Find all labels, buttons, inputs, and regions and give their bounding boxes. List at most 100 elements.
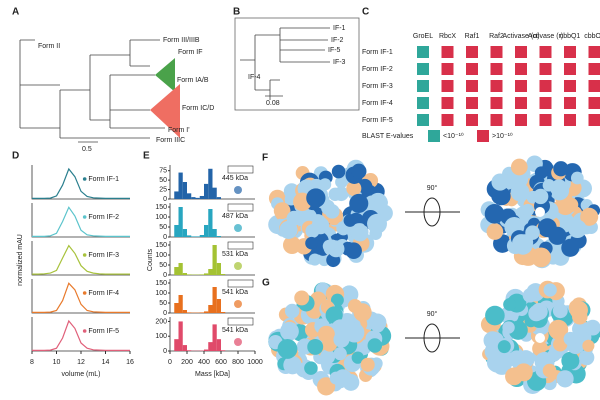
y-tick-label: 50 — [159, 300, 167, 307]
hist-bar — [208, 269, 213, 275]
atom-cluster — [283, 183, 300, 200]
atom-cluster — [367, 213, 387, 234]
hist-bar — [187, 312, 192, 313]
cell — [564, 97, 576, 109]
atom-cluster — [514, 363, 533, 382]
row-label: Form IF-5 — [362, 117, 393, 124]
atom-cluster — [325, 306, 343, 324]
icon-box — [227, 317, 254, 326]
legend-dot — [82, 177, 87, 181]
y-tick-label: 100 — [155, 290, 167, 297]
panel-label: G — [262, 278, 270, 289]
atom-cluster — [497, 340, 511, 354]
icon-box — [227, 165, 254, 174]
subtree-label: IF-4 — [248, 74, 261, 81]
hist-bar — [216, 263, 221, 275]
hist-bar — [195, 197, 200, 199]
phylo-tree — [19, 39, 180, 143]
cell — [588, 97, 600, 109]
atom-cluster — [548, 226, 567, 245]
sec-trace — [32, 319, 130, 351]
hist-bar — [212, 287, 217, 313]
atom-cluster — [532, 188, 549, 205]
atom-cluster — [294, 290, 310, 306]
legend-swatch — [477, 130, 489, 142]
hist-bar — [199, 274, 204, 275]
atom-cluster — [351, 351, 364, 364]
legend-title: BLAST E-values — [362, 133, 414, 140]
y-tick-label: 50 — [159, 262, 167, 269]
atom-cluster — [277, 338, 298, 359]
cell — [515, 63, 527, 75]
hist-bar — [208, 305, 213, 313]
y-tick-label: 0 — [163, 234, 167, 241]
hist-bar — [204, 349, 209, 351]
mass-label: 487 kDa — [222, 213, 248, 220]
y-tick-label: 150 — [155, 280, 167, 287]
y-tick-label: 0 — [163, 196, 167, 203]
atom-cluster — [503, 297, 517, 311]
cell — [417, 63, 429, 75]
legend-dot — [82, 329, 87, 333]
cell — [490, 46, 503, 58]
legend-label: Form IF-2 — [88, 214, 119, 221]
hist-bar — [216, 299, 221, 313]
cell — [466, 63, 478, 75]
row-label: Form IF-4 — [362, 100, 393, 107]
hist-bar — [208, 342, 213, 351]
rotation-arrow — [423, 323, 441, 353]
particle-icon — [234, 300, 242, 308]
y-axis-label: Counts — [147, 248, 154, 271]
hist-bar — [199, 312, 204, 313]
hist-bar — [204, 225, 209, 237]
hist-bar — [216, 339, 221, 351]
atom-cluster — [353, 303, 372, 322]
subtree-label: IF-3 — [333, 59, 346, 66]
tree-label: Form IIIC — [156, 137, 185, 144]
atom-cluster — [333, 347, 347, 361]
cell — [490, 80, 503, 92]
cell — [515, 46, 527, 58]
panel-label: B — [233, 7, 240, 18]
atom-cluster — [307, 338, 324, 355]
particle-icon — [234, 186, 242, 194]
cell — [539, 80, 552, 92]
atom-cluster — [561, 238, 580, 257]
column-header: cbbO1 — [584, 33, 600, 40]
legend-low: <10⁻¹⁰ — [443, 132, 464, 140]
atom-cluster — [350, 223, 369, 242]
cell — [564, 80, 576, 92]
particle-icon — [234, 262, 242, 270]
column-header: cbbQ1 — [560, 33, 581, 40]
legend-dot — [82, 215, 87, 219]
atom-cluster — [486, 223, 504, 240]
atom-cluster — [331, 164, 346, 179]
cell — [515, 114, 527, 126]
hist-bar — [199, 235, 204, 237]
atom-cluster — [345, 242, 362, 259]
hist-bar — [174, 225, 179, 237]
hist-bar — [221, 312, 226, 313]
panel-label: A — [12, 7, 19, 18]
hist-bar — [221, 350, 226, 351]
atom-cluster — [531, 247, 551, 268]
legend-label: Form IF-3 — [88, 252, 119, 259]
y-axis-label: normalized mAU — [17, 234, 24, 286]
atom-cluster — [333, 331, 350, 348]
atom-cluster — [349, 193, 369, 213]
atom-cluster — [502, 321, 515, 334]
cell — [441, 63, 454, 75]
atom-cluster — [344, 322, 365, 343]
atom-cluster — [552, 303, 568, 319]
hist-bar — [212, 245, 217, 275]
hist-bar — [187, 235, 192, 237]
subtree-label: IF-1 — [333, 25, 346, 32]
hist-bar — [187, 193, 192, 199]
atom-cluster — [286, 210, 302, 226]
hist-bar — [212, 187, 217, 199]
cell — [588, 63, 600, 75]
atom-cluster — [521, 203, 535, 217]
x-tick-label: 12 — [77, 359, 85, 366]
column-header: Activase (r) — [528, 33, 563, 40]
